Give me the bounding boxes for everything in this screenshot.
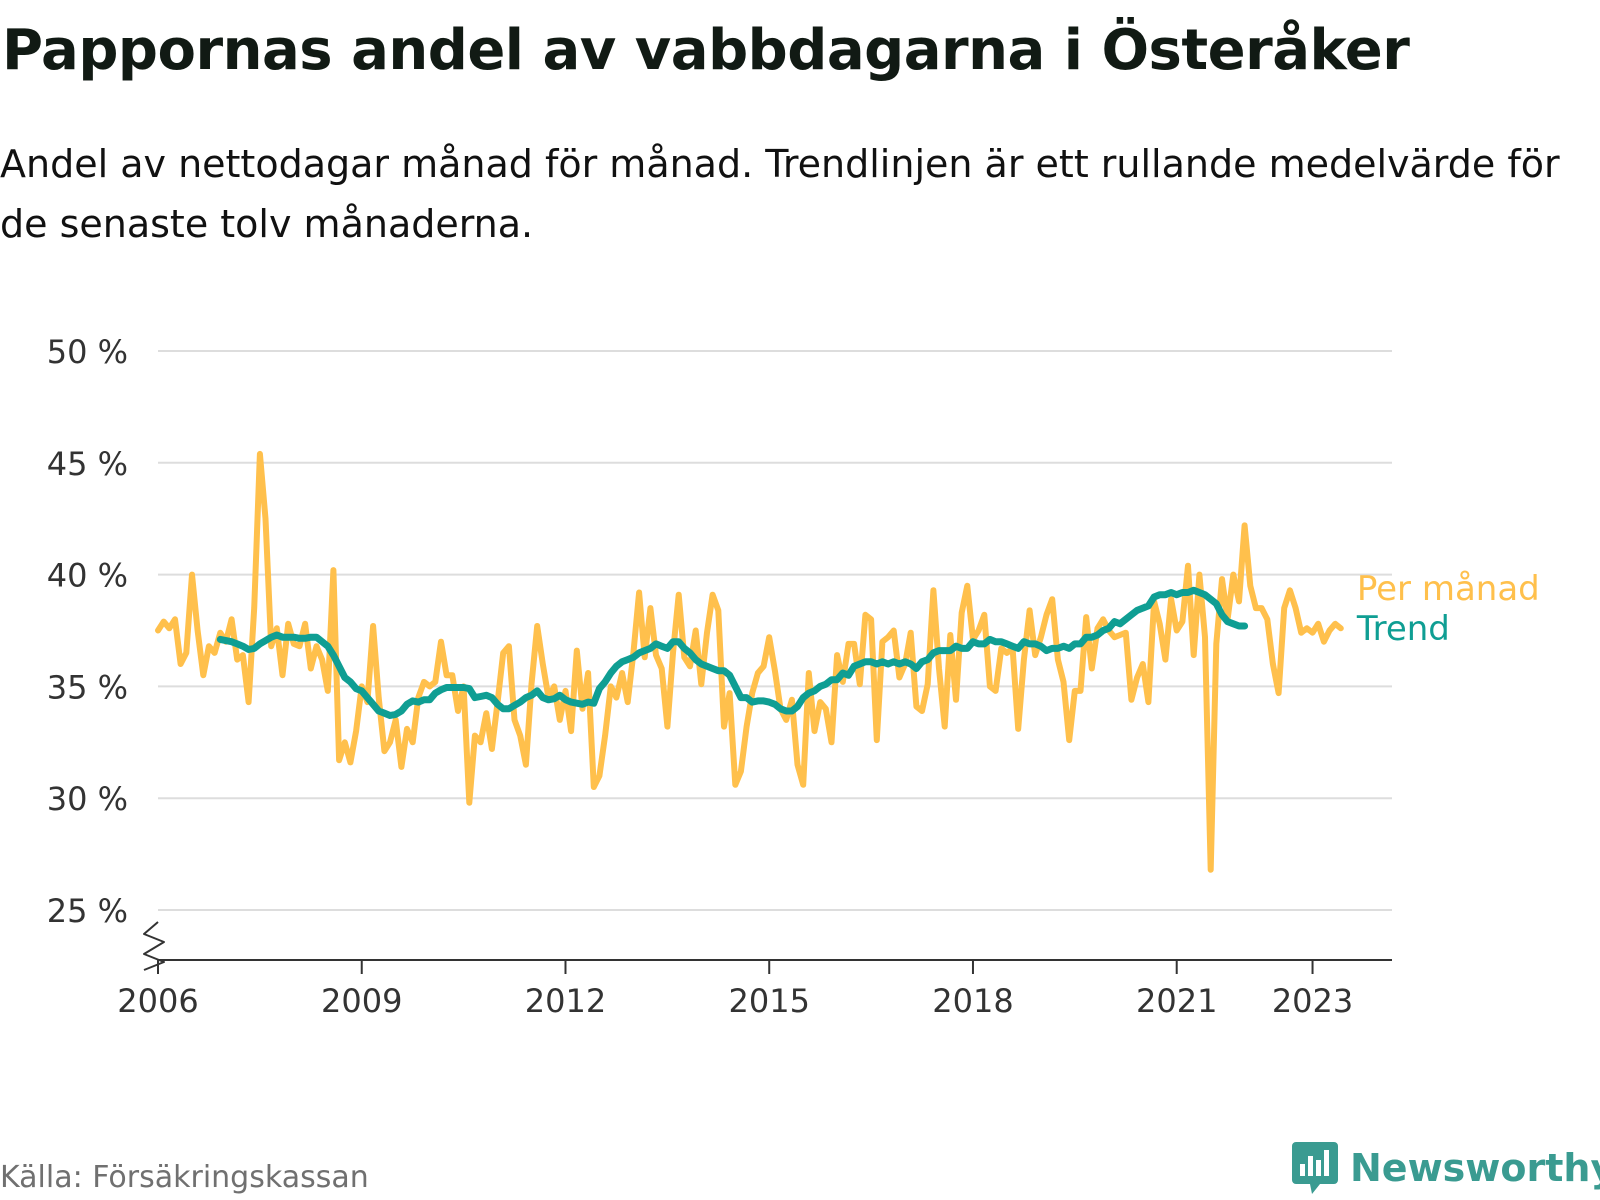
x-tick-label: 2012 xyxy=(525,982,606,1020)
axes: 25 % 30 % 35 % 40 % 45 % 50 % 2006 2009 2012 2015… xyxy=(47,333,1392,1020)
y-tick-label: 25 % xyxy=(47,892,128,930)
y-tick-label: 45 % xyxy=(47,445,128,483)
brand-logo[interactable]: Newsworthy xyxy=(1290,1138,1600,1198)
x-tick-label: 2009 xyxy=(321,982,402,1020)
x-tick-label: 2018 xyxy=(932,982,1013,1020)
y-tick-label: 50 % xyxy=(47,333,128,371)
series-line-per-manad xyxy=(155,450,1344,873)
chart-title: Pappornas andel av vabbdagarna i Österåk… xyxy=(2,18,1410,83)
brand-name: Newsworthy xyxy=(1350,1146,1600,1190)
y-tick-label: 30 % xyxy=(47,780,128,818)
series-lines xyxy=(155,450,1344,873)
x-tick-label: 2023 xyxy=(1272,982,1353,1020)
x-tick-label: 2021 xyxy=(1136,982,1217,1020)
x-tick-label: 2006 xyxy=(117,982,198,1020)
series-line-trend xyxy=(216,586,1249,719)
series-label-trend: Trend xyxy=(1356,609,1450,649)
y-tick-label: 35 % xyxy=(47,668,128,706)
x-tick-label: 2015 xyxy=(729,982,810,1020)
newsworthy-logo-icon xyxy=(1292,1142,1338,1194)
source-note: Källa: Försäkringskassan xyxy=(0,1160,369,1195)
y-tick-label: 40 % xyxy=(47,557,128,595)
series-label-per-manad: Per månad xyxy=(1357,569,1540,609)
axis-break-icon xyxy=(143,921,165,971)
chart-subtitle: Andel av nettodagar månad för månad. Tre… xyxy=(0,142,1560,246)
